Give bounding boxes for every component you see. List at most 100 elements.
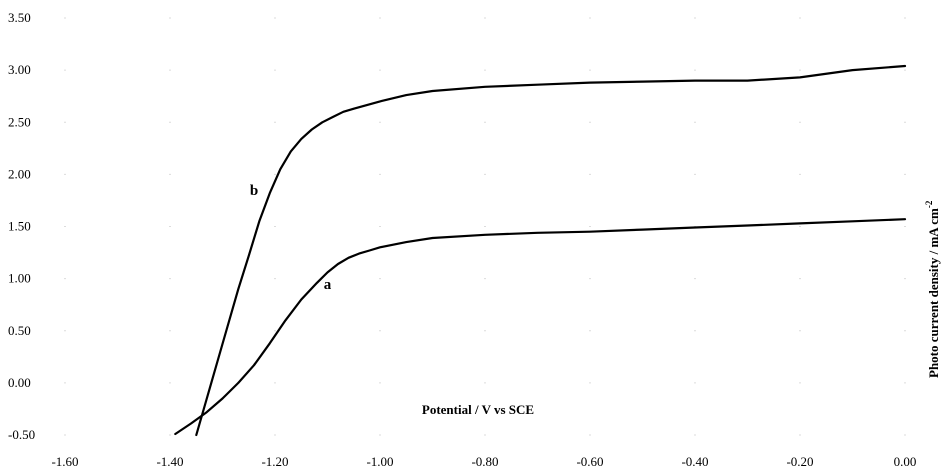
grid-dot: [904, 173, 906, 175]
grid-dot: [799, 173, 801, 175]
y-axis-label: Photo current density / mA cm-2: [924, 200, 941, 378]
grid-dot: [694, 17, 696, 19]
series-line-b: [195, 64, 907, 437]
grid-dot: [904, 330, 906, 332]
grid-dot: [64, 17, 66, 19]
grid-dot: [274, 226, 276, 227]
grid-dot: [274, 330, 276, 332]
x-tick-label: -1.40: [156, 454, 183, 469]
grid-dot: [799, 278, 801, 280]
grid-dot: [169, 382, 171, 384]
grid-dot: [589, 69, 591, 71]
grid-dot: [274, 278, 276, 280]
grid-dot: [904, 121, 906, 123]
grid-dot: [274, 69, 276, 71]
grid-dot: [694, 69, 696, 71]
grid-dot: [904, 278, 906, 280]
grid-dot: [694, 382, 696, 384]
grid-dot: [169, 121, 171, 123]
y-axis-label-group: Photo current density / mA cm-2: [924, 200, 941, 378]
grid-dot: [484, 121, 486, 123]
grid-dot: [589, 17, 591, 19]
grid-dot: [484, 173, 486, 175]
grid-dot: [169, 173, 171, 175]
y-tick-label: 1.00: [8, 271, 31, 286]
grid-dot: [589, 226, 591, 227]
y-axis-label-text: Photo current density / mA cm: [926, 208, 941, 378]
grid-dot: [379, 69, 381, 71]
grid-dot: [484, 226, 486, 227]
x-tick-label: 0.00: [894, 454, 917, 469]
grid-dot: [484, 17, 486, 19]
grid-dot: [904, 69, 906, 71]
grid-dot: [799, 434, 801, 436]
grid-dot: [379, 226, 381, 227]
grid-dot: [799, 121, 801, 123]
grid-dot: [64, 121, 66, 123]
grid-dot: [904, 226, 906, 227]
grid-dot: [379, 330, 381, 332]
grid-dot: [589, 173, 591, 175]
grid-dot: [904, 382, 906, 384]
grid-dot: [589, 434, 591, 436]
grid-dot: [694, 434, 696, 436]
grid-dot: [904, 17, 906, 19]
y-axis-label-superscript: -2: [924, 200, 934, 208]
grid-dot: [484, 382, 486, 384]
grid-dot: [694, 173, 696, 175]
series-label-a: a: [324, 277, 332, 293]
series-line-a: [174, 218, 907, 436]
x-tick-label: -1.60: [51, 454, 78, 469]
y-axis-ticks: 3.50 3.00 2.50 2.00 1.50 1.00 0.50 0.00 -0.50: [8, 10, 35, 442]
grid-dot: [64, 69, 66, 71]
grid-dot: [484, 434, 486, 436]
grid-dot: [379, 17, 381, 19]
series-lines: [174, 64, 907, 437]
grid-dot: [64, 382, 66, 384]
grid-dot: [484, 330, 486, 332]
y-tick-label: 0.50: [8, 323, 31, 338]
grid-dot: [274, 173, 276, 175]
grid-dot: [379, 173, 381, 175]
grid-dot: [169, 434, 171, 436]
grid-dot: [589, 121, 591, 123]
y-tick-label: 0.00: [8, 375, 31, 390]
y-tick-label: 3.50: [8, 10, 31, 25]
grid-dot: [694, 121, 696, 123]
x-tick-label: -0.20: [786, 454, 813, 469]
grid-dot: [274, 382, 276, 384]
x-tick-label: -0.40: [681, 454, 708, 469]
y-tick-label: 3.00: [8, 62, 31, 77]
grid-dot: [799, 330, 801, 332]
grid-dot: [274, 17, 276, 19]
grid-dot: [64, 434, 66, 436]
grid-dot: [274, 121, 276, 123]
grid-dot: [484, 278, 486, 280]
grid-dot: [64, 278, 66, 280]
grid-dot: [64, 226, 66, 227]
series-label-b: b: [250, 183, 258, 199]
series-annotations: ab: [250, 183, 332, 293]
grid-dot: [694, 330, 696, 332]
grid-dot: [169, 69, 171, 71]
y-tick-label: 1.50: [8, 219, 31, 234]
grid-dot: [799, 17, 801, 19]
x-tick-label: -0.60: [576, 454, 603, 469]
grid-dot: [169, 330, 171, 332]
x-axis-ticks: -1.60 -1.40 -1.20 -1.00 -0.80 -0.60 -0.40 -0.20…: [51, 454, 916, 469]
grid-dot: [379, 278, 381, 280]
x-tick-label: -1.00: [366, 454, 393, 469]
x-tick-label: -1.20: [261, 454, 288, 469]
grid-dot: [379, 434, 381, 436]
x-axis-label: Potential / V vs SCE: [422, 402, 534, 417]
grid-dot: [799, 382, 801, 384]
y-tick-label: 2.50: [8, 114, 31, 129]
grid-dot: [64, 173, 66, 175]
grid-dot: [64, 330, 66, 332]
grid-dot: [379, 382, 381, 384]
grid-dot: [169, 17, 171, 19]
grid-dot: [589, 382, 591, 384]
grid-dot: [169, 226, 171, 227]
grid-dot: [799, 226, 801, 227]
